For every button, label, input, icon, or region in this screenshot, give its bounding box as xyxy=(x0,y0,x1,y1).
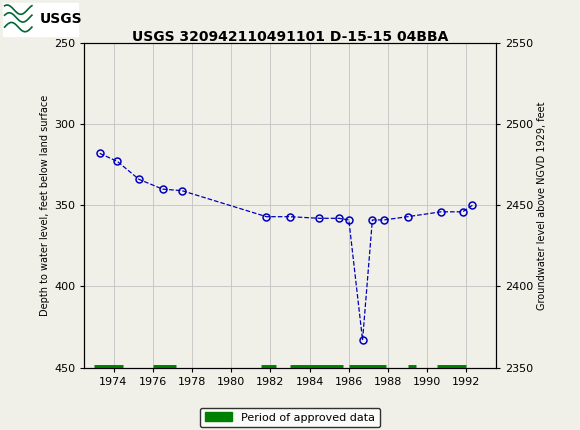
Y-axis label: Depth to water level, feet below land surface: Depth to water level, feet below land su… xyxy=(40,95,50,316)
Y-axis label: Groundwater level above NGVD 1929, feet: Groundwater level above NGVD 1929, feet xyxy=(537,101,548,310)
Legend: Period of approved data: Period of approved data xyxy=(200,408,380,427)
Text: USGS: USGS xyxy=(39,12,82,26)
Text: USGS 320942110491101 D-15-15 04BBA: USGS 320942110491101 D-15-15 04BBA xyxy=(132,30,448,43)
